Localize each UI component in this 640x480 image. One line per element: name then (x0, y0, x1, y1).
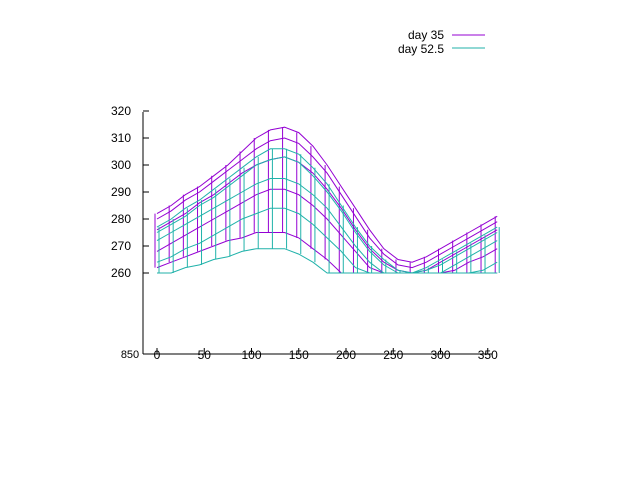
x-tick-label: 200 (336, 348, 356, 362)
series-day-35-profile (156, 126, 498, 263)
ticks: 260 270 280 290 300 310 320 0 50 100 150 200 250 300 3… (111, 104, 498, 362)
x-tick-label: 350 (478, 348, 498, 362)
x-tick-label: 50 (198, 348, 212, 362)
y-tick-label: 290 (111, 185, 131, 199)
y-tick-label: 260 (111, 266, 131, 280)
legend-label-day-52-5: day 52.5 (398, 42, 444, 56)
y-tick-label: 270 (111, 239, 131, 253)
x-tick-label: 250 (383, 348, 403, 362)
x-tick-label: 300 (430, 348, 450, 362)
x-tick-label: 0 (154, 348, 161, 362)
series-day-52-5-profile (157, 248, 498, 274)
y-tick-label: 280 (111, 212, 131, 226)
series-day-52-5-profile (156, 207, 498, 274)
legend-label-day-35: day 35 (408, 28, 444, 42)
y-tick-label: 300 (111, 158, 131, 172)
series-day-52-5-profile (156, 156, 498, 274)
axes: 850 (121, 112, 492, 361)
plot-lines (154, 126, 500, 274)
series-day-35-profile (156, 137, 498, 269)
legend: day 35 day 52.5 (398, 28, 485, 56)
x-tick-label: 150 (289, 348, 309, 362)
series-day-35-profile (156, 188, 498, 274)
x-tick-label: 100 (241, 348, 261, 362)
y-tick-label: 320 (111, 104, 131, 118)
series-day-35-profile (156, 156, 498, 274)
x-axis-overlap-label: 850 (121, 349, 139, 361)
series-day-52-5-profile (156, 148, 498, 274)
y-tick-label: 310 (111, 131, 131, 145)
